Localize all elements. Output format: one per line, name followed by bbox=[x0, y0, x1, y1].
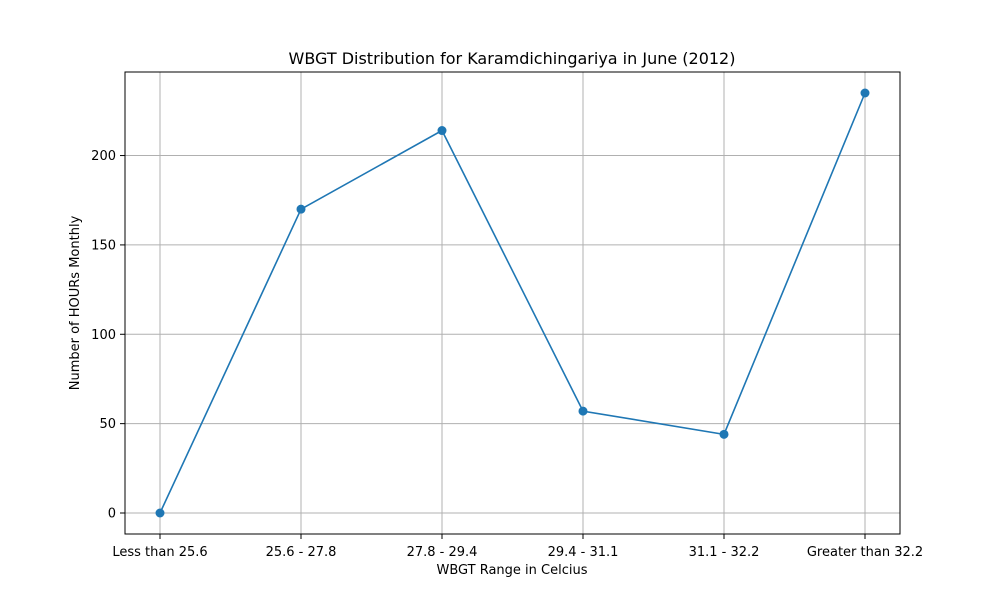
data-point bbox=[719, 429, 729, 439]
y-tick-label: 50 bbox=[99, 417, 116, 432]
x-tick-label: 25.6 - 27.8 bbox=[266, 545, 337, 560]
y-axis-label: Number of HOURs Monthly bbox=[68, 215, 83, 390]
y-tick-label: 200 bbox=[91, 149, 116, 164]
x-tick-label: Greater than 32.2 bbox=[807, 545, 923, 560]
chart-title: WBGT Distribution for Karamdichingariya … bbox=[289, 49, 736, 68]
x-axis-label: WBGT Range in Celcius bbox=[436, 563, 587, 578]
y-tick-label: 150 bbox=[91, 238, 116, 253]
data-points bbox=[155, 88, 870, 518]
data-point bbox=[437, 126, 447, 136]
data-point bbox=[578, 406, 588, 416]
data-point bbox=[296, 204, 306, 214]
x-tick-label: 29.4 - 31.1 bbox=[548, 545, 619, 560]
grid bbox=[125, 72, 900, 534]
series-line-layer bbox=[159, 92, 866, 514]
x-tick-label: 31.1 - 32.2 bbox=[689, 545, 760, 560]
x-tick-label: 27.8 - 29.4 bbox=[407, 545, 478, 560]
axis-ticks: Less than 25.6 25.6 - 27.8 27.8 - 29.4 29.4… bbox=[91, 149, 923, 560]
y-tick-label: 0 bbox=[108, 507, 116, 522]
series-line bbox=[159, 92, 866, 514]
data-point bbox=[860, 88, 870, 98]
x-tick-label: Less than 25.6 bbox=[112, 545, 207, 560]
plot-frame bbox=[124, 71, 901, 535]
data-point bbox=[155, 508, 165, 518]
y-tick-label: 100 bbox=[91, 328, 116, 343]
